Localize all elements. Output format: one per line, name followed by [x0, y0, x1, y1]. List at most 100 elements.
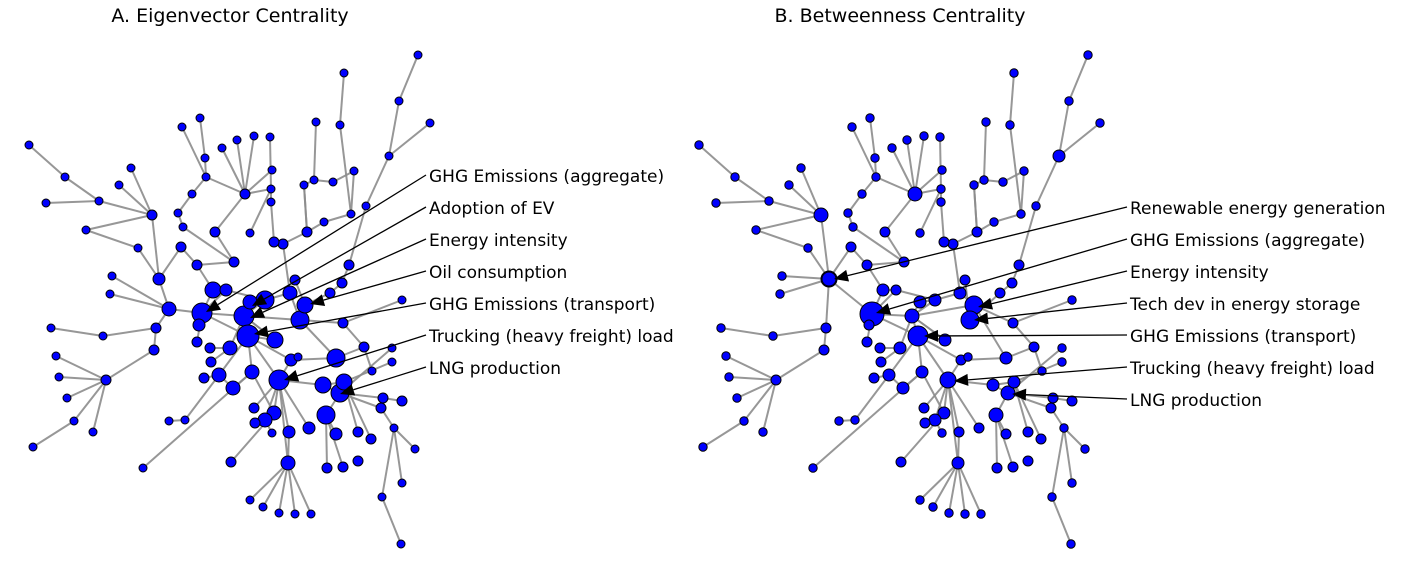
panel-a-node [245, 495, 255, 505]
panel-a-node [394, 96, 404, 106]
panel-b-node [1057, 357, 1067, 367]
panel-a-edge [398, 54, 419, 102]
panel-b-node [870, 153, 880, 163]
panel-a-node [352, 426, 364, 438]
panel-a-edge [118, 184, 153, 216]
panel-a-node [266, 331, 284, 349]
panel-a-arrowhead [252, 293, 268, 306]
panel-b-edge [800, 167, 822, 216]
panel-b-edge [768, 200, 822, 216]
panel-b-node [991, 462, 1003, 474]
panel-b-node [902, 135, 912, 145]
panel-a-node [98, 331, 108, 341]
panel-b-node [820, 322, 832, 334]
panel-b-node [887, 143, 897, 153]
panel-a-arrowhead [310, 294, 326, 306]
panel-a-node [148, 344, 160, 356]
panel-b-edge [1018, 205, 1037, 266]
panel-a-pointer-line [263, 206, 427, 300]
panel-b-node [1022, 426, 1034, 438]
panel-a-node [266, 184, 276, 194]
panel-b-edge [921, 371, 945, 414]
panel-a-node [358, 341, 370, 353]
panel-a-node [200, 153, 210, 163]
panel-b-node [1083, 50, 1093, 60]
panel-b-node [751, 225, 761, 235]
panel-a-node [361, 201, 371, 211]
panel-b-node [1000, 428, 1012, 440]
panel-b-node [986, 378, 1000, 392]
panel-b-node [1007, 317, 1019, 329]
panel-a-node [100, 374, 112, 386]
panel-b-edge [995, 414, 998, 469]
panel-a-node-label: LNG production [429, 359, 561, 379]
panel-b-node [1031, 201, 1041, 211]
panel-b-node [876, 283, 890, 297]
panel-a-node [173, 208, 183, 218]
panel-b-node [1035, 433, 1047, 445]
panel-b-edge [720, 327, 774, 337]
panel-b-node [1005, 120, 1015, 130]
panel-b-edge [734, 176, 770, 202]
panel-b-node [882, 368, 896, 382]
panel-b-node [861, 336, 873, 348]
panel-a-node [204, 281, 222, 299]
panel-a-node [282, 425, 296, 439]
panel-a-node [343, 259, 355, 271]
panel-a-edge [50, 327, 104, 337]
panel-b-edge [957, 462, 966, 515]
panel-b-edge [1013, 381, 1029, 433]
panel-b-edge [932, 462, 959, 508]
panel-a-node [138, 463, 148, 473]
panel-b-node [865, 113, 875, 123]
panel-a-node [164, 416, 174, 426]
panel-b-node [1066, 395, 1078, 407]
panel-a-edge [182, 226, 235, 263]
panel-b-nodes [694, 50, 1105, 549]
panel-a-node [88, 427, 98, 437]
panel-a-node [195, 113, 205, 123]
panel-a-edge [28, 144, 66, 178]
panel-b-node [937, 428, 947, 438]
panel-a-edge [85, 229, 139, 249]
panel-a-node [245, 228, 255, 238]
panel-a-pointer-line [262, 238, 427, 313]
panel-a-node [397, 478, 407, 488]
panel-b-node [1013, 259, 1025, 271]
panel-b-node [919, 417, 931, 429]
panel-b-node [915, 365, 929, 379]
panel-b-node [998, 177, 1008, 187]
panel-a-node [309, 175, 319, 185]
panel-b-edge [725, 355, 777, 381]
panel-b-node [871, 172, 881, 182]
panel-b-pointer-line [991, 270, 1128, 305]
panel-a-node [204, 342, 216, 354]
panel-b-node [915, 495, 925, 505]
panel-b-node [1019, 166, 1029, 176]
panel-b-edge [947, 379, 980, 429]
panel-a-node [397, 295, 407, 305]
panel-b-edge [948, 462, 959, 514]
panel-a-node [302, 421, 316, 435]
panel-a-node [299, 180, 309, 190]
panel-a-node [133, 243, 143, 253]
panel-a-edge [199, 117, 206, 159]
panel-a-edge [393, 427, 416, 450]
panel-b-arrowhead [978, 297, 994, 310]
panel-b-node [938, 333, 952, 347]
panel-a-node [268, 236, 280, 248]
panel-b-node [845, 241, 857, 253]
panel-b-node [918, 402, 930, 414]
panel-a-node [225, 456, 237, 468]
panel-a-node [335, 120, 345, 130]
panel-b-node [915, 228, 925, 238]
panel-b-node [1047, 492, 1057, 502]
panel-b-node [711, 198, 721, 208]
panel-a-node [62, 393, 72, 403]
panel-b-node [875, 356, 887, 368]
panel-a-node [69, 416, 79, 426]
panel-b-arrowhead [876, 303, 892, 315]
panel-a-node [301, 226, 313, 238]
panel-a-node [228, 256, 240, 268]
